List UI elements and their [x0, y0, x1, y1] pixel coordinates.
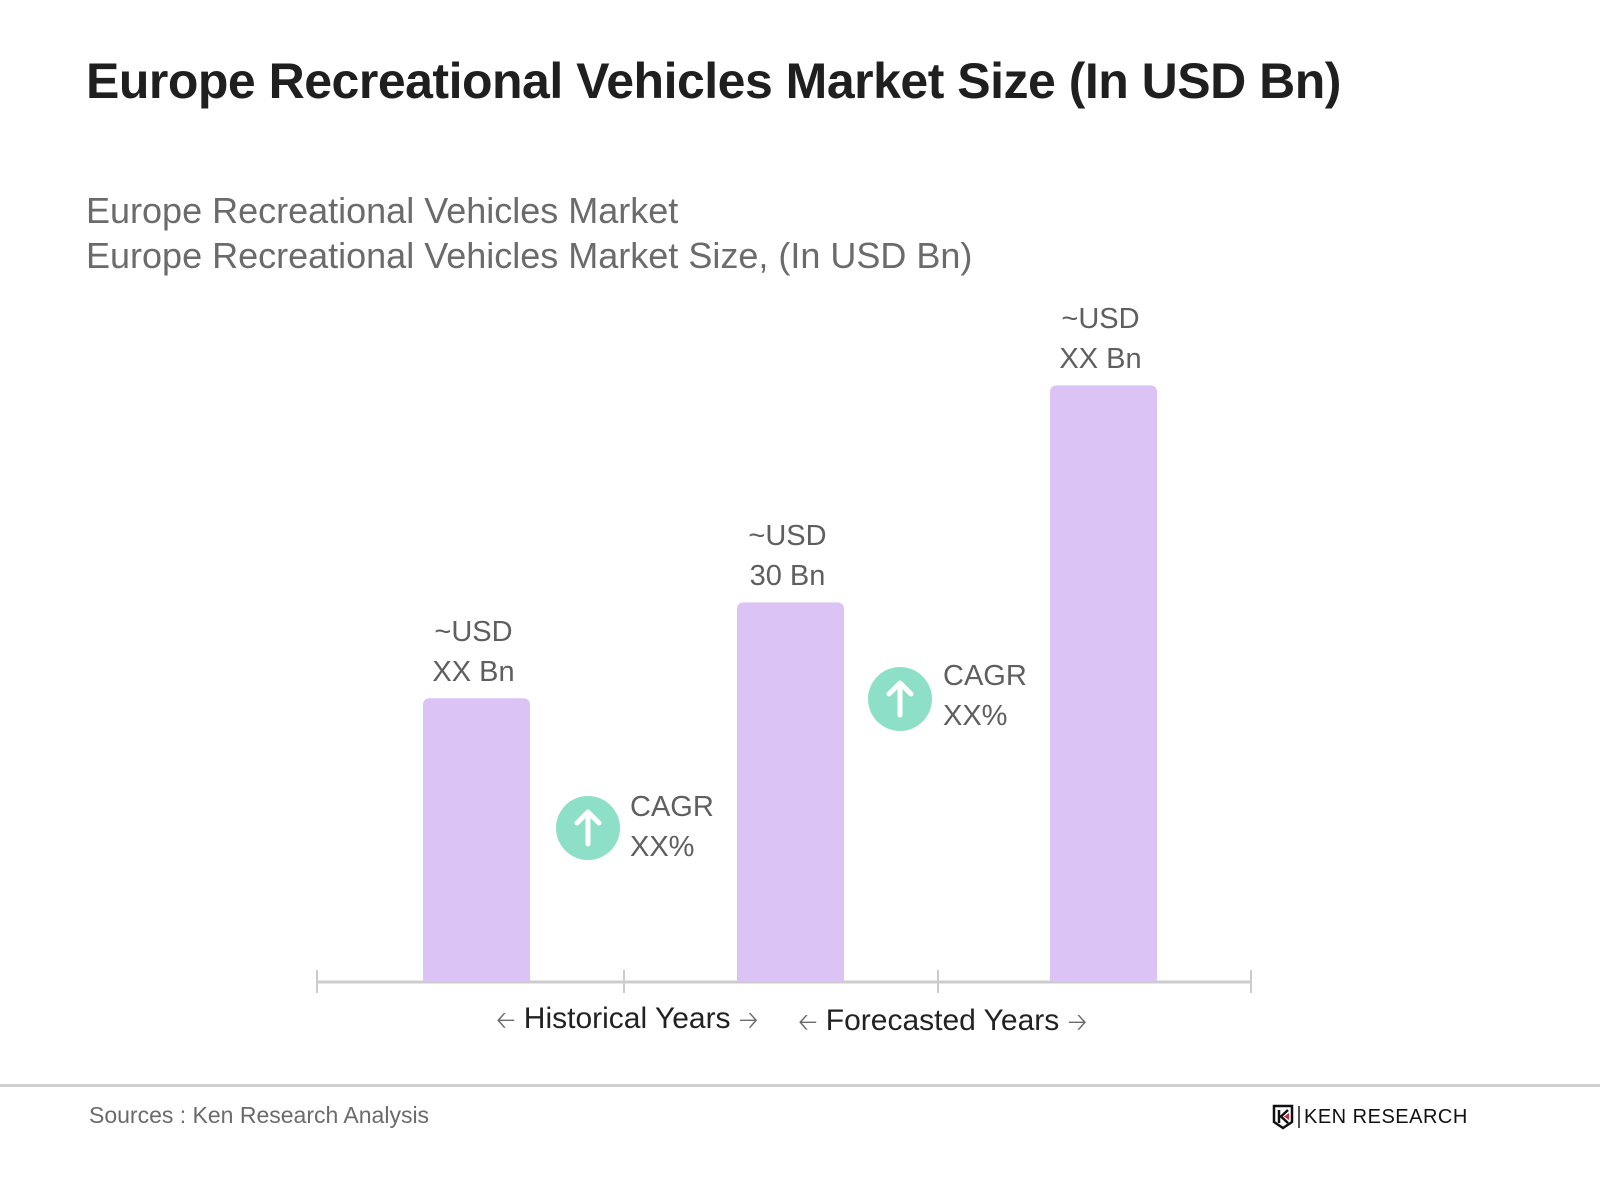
chart-title: Europe Recreational Vehicles Market Size… [86, 53, 1341, 109]
source-note: Sources : Ken Research Analysis [89, 1102, 430, 1128]
cagr-label: CAGR XX% [943, 656, 1027, 736]
cagr-label: CAGR XX% [630, 787, 714, 867]
bar [423, 698, 530, 981]
cagr-label-line: XX% [943, 700, 1008, 732]
period-label-historical: 🡠 Historical Years 🡢 [496, 1002, 758, 1044]
cagr-label-line: CAGR [943, 660, 1027, 692]
arrow-up-icon [886, 680, 914, 718]
data-label: ~USD XX Bn [1021, 299, 1181, 379]
logo-divider [1298, 1106, 1300, 1128]
cagr-icon [556, 796, 620, 860]
arrow-left-icon: 🡠 [798, 1009, 818, 1036]
bar [737, 602, 844, 981]
cagr-label-line: XX% [630, 831, 695, 863]
arrow-right-icon: 🡢 [1067, 1009, 1088, 1036]
data-label: ~USD 30 Bn [708, 516, 868, 596]
data-label: ~USD XX Bn [394, 612, 554, 692]
cagr-icon [868, 667, 932, 731]
logo-text: KEN RESEARCH [1304, 1105, 1468, 1128]
arrow-right-icon: 🡢 [738, 1007, 759, 1034]
cagr-label-line: CAGR [630, 791, 714, 823]
data-label-line: ~USD [1061, 303, 1140, 336]
arrow-left-icon: 🡠 [496, 1007, 516, 1034]
footer-divider [0, 1084, 1600, 1087]
bar [1050, 385, 1157, 981]
data-label-line: ~USD [434, 616, 513, 649]
chart-subtitle-line-2: Europe Recreational Vehicles Market Size… [86, 235, 973, 276]
data-label-line: 30 Bn [749, 560, 826, 593]
chart-subtitle-line-1: Europe Recreational Vehicles Market [86, 190, 679, 231]
period-text: Historical Years [523, 1002, 731, 1035]
arrow-up-icon [574, 809, 602, 847]
ken-logo-icon [1272, 1104, 1294, 1130]
data-label-line: XX Bn [1059, 343, 1142, 376]
data-label-line: ~USD [748, 520, 827, 553]
ken-research-logo: KEN RESEARCH [1272, 1104, 1468, 1130]
period-text: Forecasted Years [825, 1004, 1060, 1037]
data-label-line: XX Bn [432, 656, 515, 689]
period-label-forecasted: 🡠 Forecasted Years 🡢 [798, 1004, 1087, 1046]
